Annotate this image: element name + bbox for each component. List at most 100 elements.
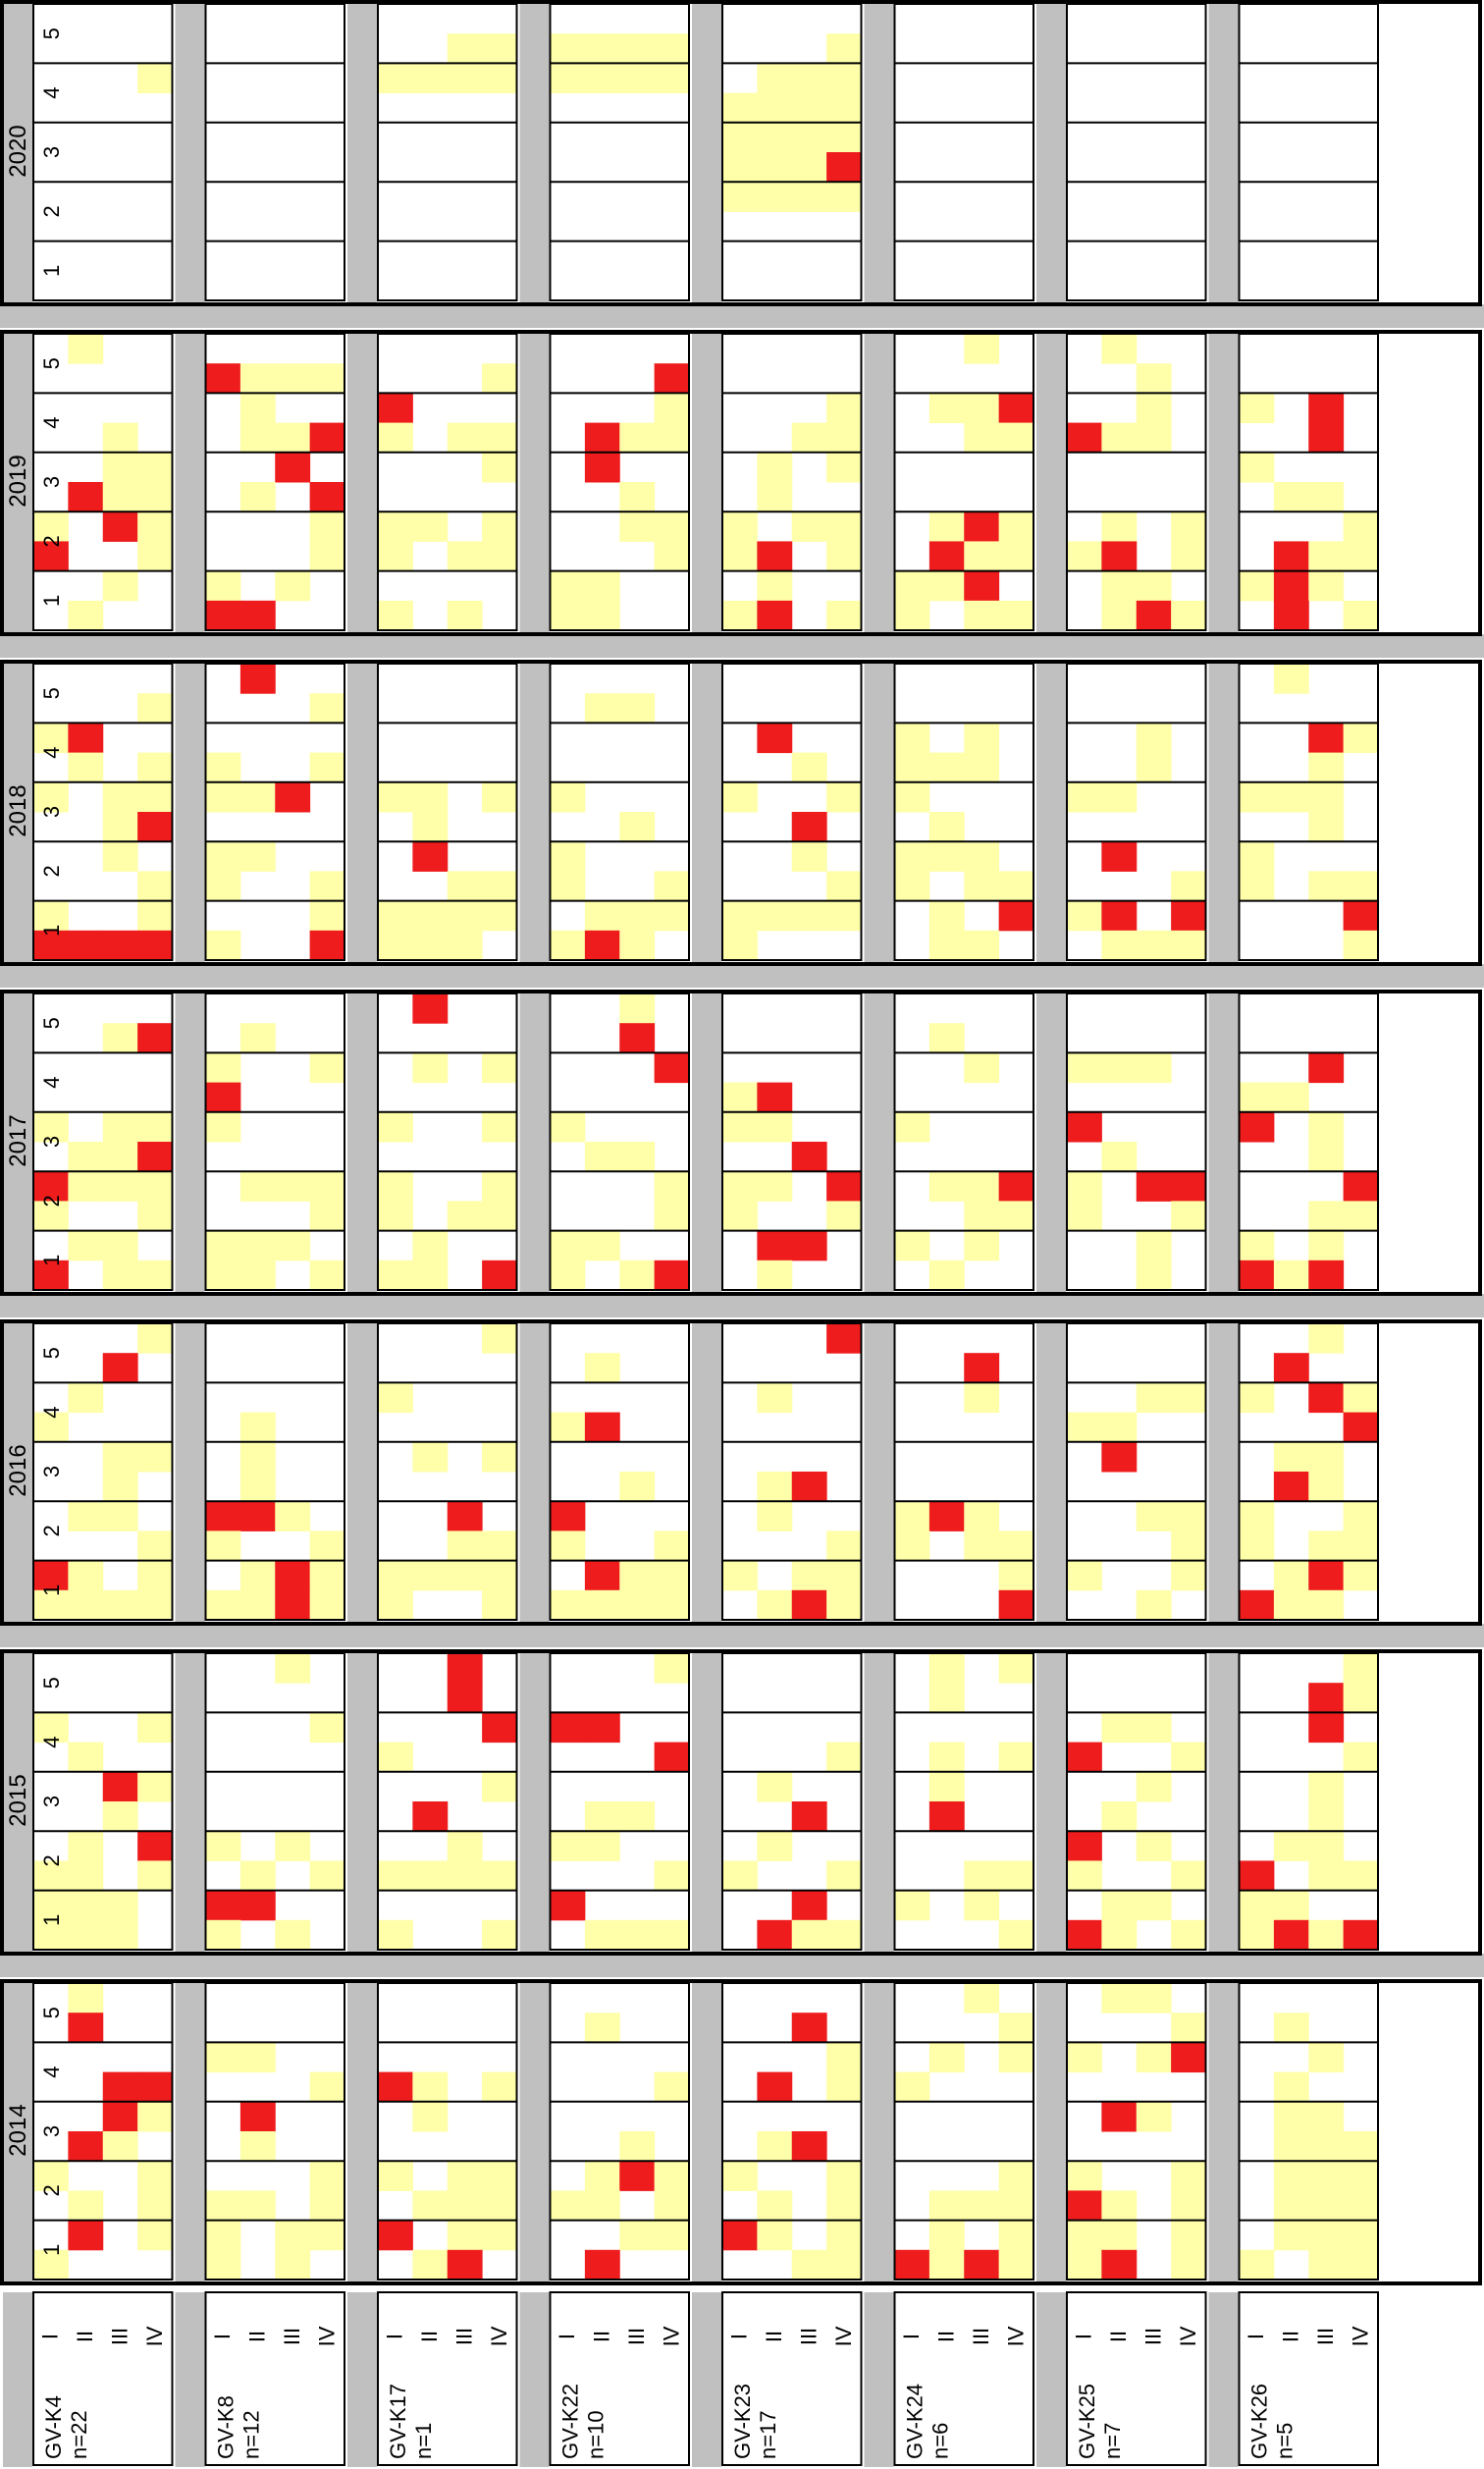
heatmap-cell-medium: [239, 363, 276, 394]
heatmap-cell-high: [619, 2161, 656, 2191]
heatmap-cell-medium: [378, 1860, 413, 1892]
heatmap-cell-medium: [584, 1230, 620, 1261]
heatmap-cell-high: [412, 993, 449, 1024]
heatmap-cell-medium: [998, 2013, 1034, 2043]
heatmap-cell-medium: [412, 511, 449, 542]
heatmap-cell-medium: [722, 122, 758, 153]
quarter-tick-label: III: [624, 2328, 649, 2345]
heatmap-cell-medium: [205, 1589, 241, 1621]
heatmap-cell-medium: [68, 1142, 104, 1172]
heatmap-cell-medium: [791, 122, 827, 153]
genotype-n-label: n=7: [1100, 2423, 1125, 2459]
heatmap-cell-medium: [309, 1589, 345, 1621]
heatmap-cell-medium: [378, 600, 413, 631]
heatmap-cell-medium: [1308, 2042, 1345, 2073]
level-tick-label: 3: [39, 1466, 64, 1477]
heatmap-cell-high: [998, 1589, 1034, 1621]
heatmap-cell-medium: [137, 1530, 173, 1562]
genotype-separator-strip: [864, 1321, 894, 1624]
heatmap-cell-medium: [205, 1230, 241, 1261]
heatmap-cell-medium: [998, 1860, 1034, 1892]
genotype-separator-strip: [1036, 1651, 1066, 1954]
genotype-name-label: GV-K17: [386, 2384, 410, 2459]
quarter-tick-label: III: [796, 2328, 821, 2345]
heatmap-cell-medium: [1239, 2249, 1275, 2281]
heatmap-cell-medium: [550, 63, 586, 94]
heatmap-cell-medium: [68, 1831, 104, 1861]
heatmap-cell-medium: [654, 1530, 690, 1562]
heatmap-cell-high: [275, 1589, 311, 1621]
heatmap-cell-high: [928, 541, 965, 572]
heatmap-cell-medium: [205, 2042, 241, 2073]
heatmap-cell-medium: [239, 1860, 276, 1892]
heatmap-cell-medium: [964, 541, 1000, 572]
level-tick-label: 4: [39, 416, 64, 428]
heatmap-cell-medium: [1239, 1501, 1275, 1531]
heatmap-cell-medium: [757, 900, 793, 932]
heatmap-cell-medium: [998, 2220, 1034, 2251]
heatmap-cell-medium: [137, 781, 173, 813]
heatmap-cell-medium: [68, 752, 104, 783]
heatmap-cell-medium: [378, 63, 413, 94]
heatmap-cell-medium: [205, 1260, 241, 1291]
quarter-tick-label: IV: [487, 2326, 511, 2346]
heatmap-cell-medium: [239, 1472, 276, 1502]
genotype-separator-strip: [1036, 1981, 1066, 2283]
heatmap-cell-high: [584, 1560, 620, 1591]
genotype-separator-strip: [692, 1321, 721, 1624]
heatmap-cell-medium: [482, 2190, 517, 2222]
heatmap-cell-medium: [550, 1589, 586, 1621]
heatmap-cell-medium: [205, 1919, 241, 1951]
heatmap-cell-medium: [826, 1560, 862, 1591]
heatmap-cell-medium: [137, 2161, 173, 2191]
heatmap-cell-medium: [309, 871, 345, 902]
heatmap-cell-high: [275, 1560, 311, 1591]
heatmap-cell-high: [654, 363, 690, 394]
heatmap-cell-medium: [1136, 2042, 1172, 2073]
heatmap-cell-medium: [654, 422, 690, 454]
heatmap-cell-medium: [1343, 600, 1379, 631]
heatmap-cell-medium: [722, 541, 758, 572]
heatmap-cell-high: [378, 393, 413, 424]
heatmap-cell-medium: [1101, 1919, 1138, 1951]
heatmap-cell-high: [998, 1171, 1034, 1202]
heatmap-cell-medium: [412, 2190, 449, 2222]
year-label: 2017: [5, 1114, 31, 1166]
heatmap-cell-high: [757, 2071, 793, 2103]
heatmap-cell-medium: [1239, 781, 1275, 813]
genotype-separator-strip: [1036, 1321, 1066, 1624]
heatmap-cell-high: [964, 2249, 1000, 2281]
heatmap-cell-medium: [1343, 2131, 1379, 2162]
genotype-name-label: GV-K24: [903, 2384, 928, 2459]
heatmap-cell-high: [1101, 841, 1138, 872]
heatmap-cell-medium: [894, 781, 930, 813]
heatmap-cell-medium: [1239, 452, 1275, 483]
heatmap-cell-medium: [928, 570, 965, 602]
heatmap-cell-medium: [1273, 1082, 1309, 1113]
heatmap-cell-medium: [1239, 1530, 1275, 1562]
heatmap-cell-medium: [482, 2220, 517, 2251]
heatmap-cell-medium: [275, 422, 311, 454]
heatmap-cell-medium: [137, 1323, 173, 1354]
heatmap-cell-medium: [894, 2071, 930, 2103]
genotype-separator-strip: [3, 2, 32, 304]
genotype-separator-strip: [3, 1321, 32, 1624]
label-box: [204, 2291, 345, 2466]
genotype-separator-strip: [3, 1651, 32, 1954]
genotype-separator-strip: [175, 1981, 205, 2283]
year-separator-band: [0, 964, 1484, 988]
heatmap-cell-medium: [928, 1653, 965, 1684]
heatmap-cell-medium: [998, 2161, 1034, 2191]
heatmap-cell-medium: [998, 2190, 1034, 2222]
heatmap-cell-medium: [205, 1111, 241, 1143]
heatmap-cell-medium: [964, 841, 1000, 872]
heatmap-cell-medium: [102, 1890, 138, 1921]
year-frame: [0, 330, 1482, 636]
level-tick-label: 3: [39, 1796, 64, 1807]
heatmap-cell-high: [654, 1742, 690, 1773]
heatmap-cell-medium: [309, 693, 345, 724]
heatmap-cell-high: [1101, 2101, 1138, 2132]
heatmap-cell-high: [928, 1501, 965, 1531]
heatmap-cell-medium: [998, 1201, 1034, 1232]
heatmap-cell-high: [102, 2101, 138, 2132]
